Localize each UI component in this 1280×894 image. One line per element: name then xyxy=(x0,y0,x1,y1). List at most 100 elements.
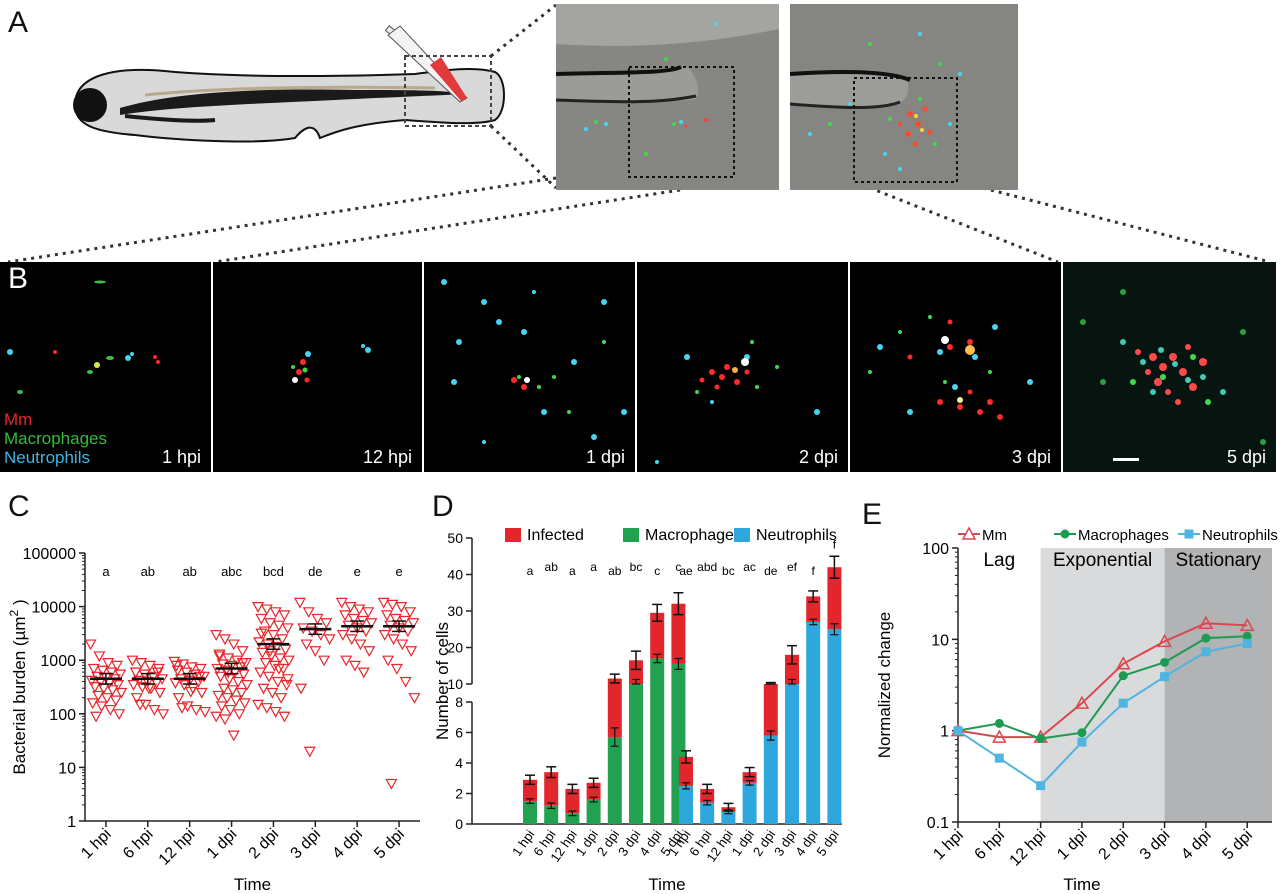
x-tick-label: 12 hpi xyxy=(1007,827,1050,870)
data-point xyxy=(994,718,1004,728)
bar-segment-infected xyxy=(763,702,778,736)
significance-letter: bcd xyxy=(263,564,284,579)
x-tick-label: 3 dpi xyxy=(1137,827,1174,864)
data-point xyxy=(992,729,1007,743)
data-point xyxy=(184,686,197,698)
y-tick-label: 10000 xyxy=(32,600,77,617)
legend-label: Infected xyxy=(527,527,584,544)
x-tick-label: 4 dpi xyxy=(329,826,366,863)
data-point xyxy=(220,665,233,677)
phase-label: Lag xyxy=(983,550,1015,571)
data-point xyxy=(112,680,125,691)
data-point xyxy=(210,630,223,641)
data-point xyxy=(189,669,202,681)
series-line xyxy=(957,642,1248,787)
legend-label: Macrophages xyxy=(645,527,742,544)
data-point xyxy=(199,706,212,718)
data-point xyxy=(269,607,282,619)
bar-segment-infected xyxy=(565,788,580,814)
data-point xyxy=(278,610,291,622)
data-point xyxy=(151,667,164,679)
bar-segment-uninfected xyxy=(523,801,537,824)
data-point xyxy=(105,667,118,679)
legend-swatch xyxy=(734,528,750,542)
data-point xyxy=(309,646,322,657)
bar-segment-uninfected xyxy=(700,802,715,824)
data-point xyxy=(90,711,103,723)
data-point xyxy=(278,711,291,723)
x-tick-label: 3 dpi xyxy=(615,827,644,859)
y-tick-label: 10 xyxy=(447,676,463,692)
x-tick-label: 2 dpi xyxy=(1096,827,1133,864)
bar-segment-uninfected xyxy=(586,799,601,824)
bar-segment-uninfected xyxy=(679,785,693,824)
data-point xyxy=(185,662,198,674)
data-point xyxy=(380,610,393,622)
y-tick-label: 6 xyxy=(455,725,463,741)
significance-letter: ef xyxy=(787,560,798,574)
data-point xyxy=(134,699,147,711)
micrograph-label: 5 dpi xyxy=(1226,447,1266,467)
data-point xyxy=(84,639,97,651)
panel-letter-a: A xyxy=(8,6,29,39)
legend-marker xyxy=(961,526,977,540)
data-point xyxy=(222,653,235,665)
x-tick-label: 5 dpi xyxy=(1219,827,1256,864)
bar-segment-uninfected xyxy=(629,684,643,702)
x-tick-label: 1 hpi xyxy=(930,827,967,864)
data-point xyxy=(255,613,268,625)
data-point xyxy=(311,613,324,625)
data-point xyxy=(354,639,367,651)
data-point xyxy=(345,634,358,646)
significance-letter: f xyxy=(833,537,837,551)
y-tick-label: 40 xyxy=(447,567,463,583)
data-point xyxy=(213,649,226,661)
data-point xyxy=(1198,615,1214,629)
data-point xyxy=(218,634,231,646)
data-point xyxy=(1160,672,1170,682)
significance-letter: ab xyxy=(182,564,196,579)
data-point xyxy=(382,655,395,667)
significance-letter: bc xyxy=(630,560,643,574)
data-point xyxy=(294,683,308,695)
data-point xyxy=(1160,657,1170,667)
bar-segment-uninfected xyxy=(742,782,757,824)
bar-segment-uninfected xyxy=(763,735,778,824)
significance-letter: ab xyxy=(141,564,155,579)
micrograph-1dpi: 1 dpi xyxy=(424,262,635,472)
data-point xyxy=(235,687,248,699)
data-point xyxy=(232,676,245,688)
data-point xyxy=(88,682,101,693)
bar-segment-infected xyxy=(700,788,715,803)
data-point xyxy=(300,639,313,651)
data-point xyxy=(1239,617,1255,632)
data-point xyxy=(253,637,266,649)
data-point xyxy=(1242,631,1252,641)
data-point xyxy=(281,623,294,635)
data-point xyxy=(110,660,123,672)
data-point xyxy=(272,663,285,675)
phase-region xyxy=(1040,548,1165,822)
bar-segment-infected xyxy=(523,779,537,802)
data-point xyxy=(357,667,370,679)
data-point xyxy=(240,680,253,691)
data-point xyxy=(257,683,270,695)
y-tick-label: 20 xyxy=(447,640,463,656)
data-point xyxy=(85,675,98,687)
y-axis-label: Bacterial burden (µm2 ) xyxy=(7,599,29,774)
bar-segment-uninfected xyxy=(721,811,736,824)
data-point xyxy=(305,626,319,638)
significance-letter: ac xyxy=(743,560,756,574)
significance-letter: c xyxy=(675,560,681,574)
data-point xyxy=(152,663,165,675)
data-point xyxy=(252,602,265,613)
data-point xyxy=(318,655,331,667)
bar-segment-infected xyxy=(671,603,686,664)
y-tick-label: 1 xyxy=(67,814,76,831)
bar-segment-uninfected xyxy=(785,684,799,702)
data-point xyxy=(363,646,376,657)
data-point xyxy=(92,690,105,702)
x-axis-label: Time xyxy=(234,875,271,894)
x-tick-label: 4 dpi xyxy=(636,827,665,859)
